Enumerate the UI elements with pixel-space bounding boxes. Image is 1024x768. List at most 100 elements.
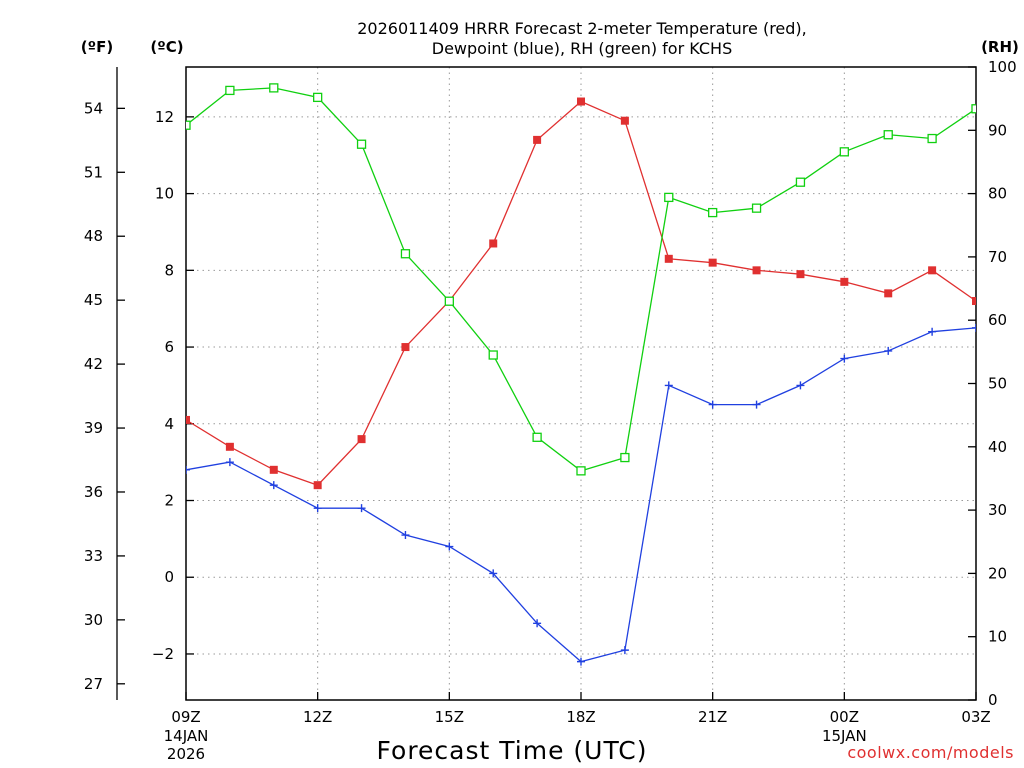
temperature-point [972, 297, 976, 306]
rh-point [532, 432, 542, 442]
temperature-point [840, 277, 849, 286]
temperature-point [664, 254, 673, 263]
rh-unit-label: (RH) [981, 38, 1019, 56]
fahrenheit-tick-label: 36 [84, 483, 103, 501]
temperature-point [620, 116, 629, 125]
rh-tick-label: 10 [988, 628, 1007, 646]
dewpoint-point [269, 481, 278, 490]
temperature-point [533, 135, 542, 144]
dewpoint-point [796, 381, 805, 390]
celsius-tick-label: 6 [164, 338, 174, 356]
celsius-tick-label: 2 [164, 492, 174, 510]
fahrenheit-tick-label: 48 [84, 227, 103, 245]
dewpoint-point [577, 657, 585, 666]
chart-title: 2026011409 HRRR Forecast 2-meter Tempera… [357, 19, 807, 38]
x-date-label: 14JAN [164, 727, 209, 745]
x-axis-label: Forecast Time (UTC) [377, 736, 648, 765]
temperature-point [225, 442, 234, 451]
rh-point [488, 350, 498, 360]
dewpoint-point [972, 323, 976, 332]
dewpoint-point [884, 346, 893, 355]
x-tick-label: 12Z [303, 708, 332, 726]
rh-point [356, 139, 367, 149]
rh-point [313, 92, 323, 103]
temperature-point [489, 239, 498, 248]
dewpoint-point [445, 542, 454, 551]
rh-tick-label: 100 [988, 58, 1017, 76]
x-date-label: 15JAN [822, 727, 867, 745]
temperature-point [401, 343, 410, 352]
dewpoint-point [840, 354, 849, 363]
rh-point [795, 177, 806, 187]
temperature-point [269, 465, 278, 474]
dewpoint-point [186, 465, 190, 474]
rh-tick-label: 70 [988, 248, 1007, 266]
x-tick-label: 09Z [171, 708, 200, 726]
fahrenheit-tick-label: 54 [84, 99, 103, 117]
rh-point [444, 296, 454, 306]
dewpoint-point [664, 381, 673, 390]
celsius-tick-label: 8 [164, 261, 174, 279]
x-tick-label: 03Z [961, 708, 990, 726]
celsius-tick-label: 0 [164, 568, 174, 586]
rh-point [269, 83, 279, 93]
credit-text: coolwx.com/models [847, 743, 1014, 762]
rh-tick-label: 20 [988, 564, 1007, 582]
rh-point [225, 85, 235, 96]
x-tick-label: 00Z [830, 708, 859, 726]
rh-point [927, 133, 937, 144]
celsius-tick-label: 4 [164, 415, 174, 433]
fahrenheit-tick-label: 30 [84, 611, 103, 629]
dewpoint-point [489, 569, 498, 578]
dewpoint-point [708, 400, 717, 409]
rh-point [883, 130, 893, 140]
dewpoint-point [620, 646, 629, 655]
rh-tick-label: 30 [988, 501, 1007, 519]
series-layer [186, 83, 976, 666]
rh-point [186, 120, 191, 130]
dewpoint-point [225, 458, 234, 467]
dewpoint-point [357, 504, 366, 513]
chart-subtitle: Dewpoint (blue), RH (green) for KCHS [432, 39, 732, 58]
rh-point [576, 466, 586, 476]
rh-tick-label: 40 [988, 438, 1007, 456]
rh-tick-label: 80 [988, 185, 1007, 203]
temperature-point [708, 258, 717, 267]
fahrenheit-tick-label: 33 [84, 547, 103, 565]
x-tick-label: 15Z [435, 708, 464, 726]
temperature-point [313, 481, 322, 490]
x-tick-label: 21Z [698, 708, 727, 726]
dewpoint-point [401, 531, 410, 540]
fahrenheit-tick-label: 45 [84, 291, 103, 309]
rh-point [664, 192, 674, 203]
dewpoint-point [533, 619, 542, 628]
celsius-tick-label: 12 [155, 108, 174, 126]
celsius-tick-label: −2 [152, 645, 174, 663]
dewpoint-point [313, 504, 322, 513]
rh-point [620, 452, 630, 463]
rh-point [971, 104, 976, 114]
rh-point [839, 147, 849, 157]
rh-tick-label: 50 [988, 375, 1007, 393]
temperature-point [928, 266, 937, 275]
rh-point [400, 249, 411, 259]
fahrenheit-unit-label: (ºF) [81, 38, 113, 56]
plot-frame [185, 66, 977, 701]
fahrenheit-tick-label: 51 [84, 163, 103, 181]
temperature-point [884, 289, 893, 298]
rh-point [751, 203, 762, 213]
dewpoint-point [928, 327, 937, 336]
dewpoint-point [752, 400, 761, 409]
rh-tick-label: 90 [988, 121, 1007, 139]
temperature-point [357, 435, 366, 444]
fahrenheit-tick-label: 39 [84, 419, 103, 437]
rh-tick-label: 0 [988, 691, 998, 709]
grid-lines [186, 67, 976, 700]
temperature-point [577, 97, 585, 106]
celsius-tick-label: 10 [155, 185, 174, 203]
x-tick-label: 18Z [566, 708, 595, 726]
rh-point [708, 207, 718, 218]
temperature-point [186, 415, 190, 424]
